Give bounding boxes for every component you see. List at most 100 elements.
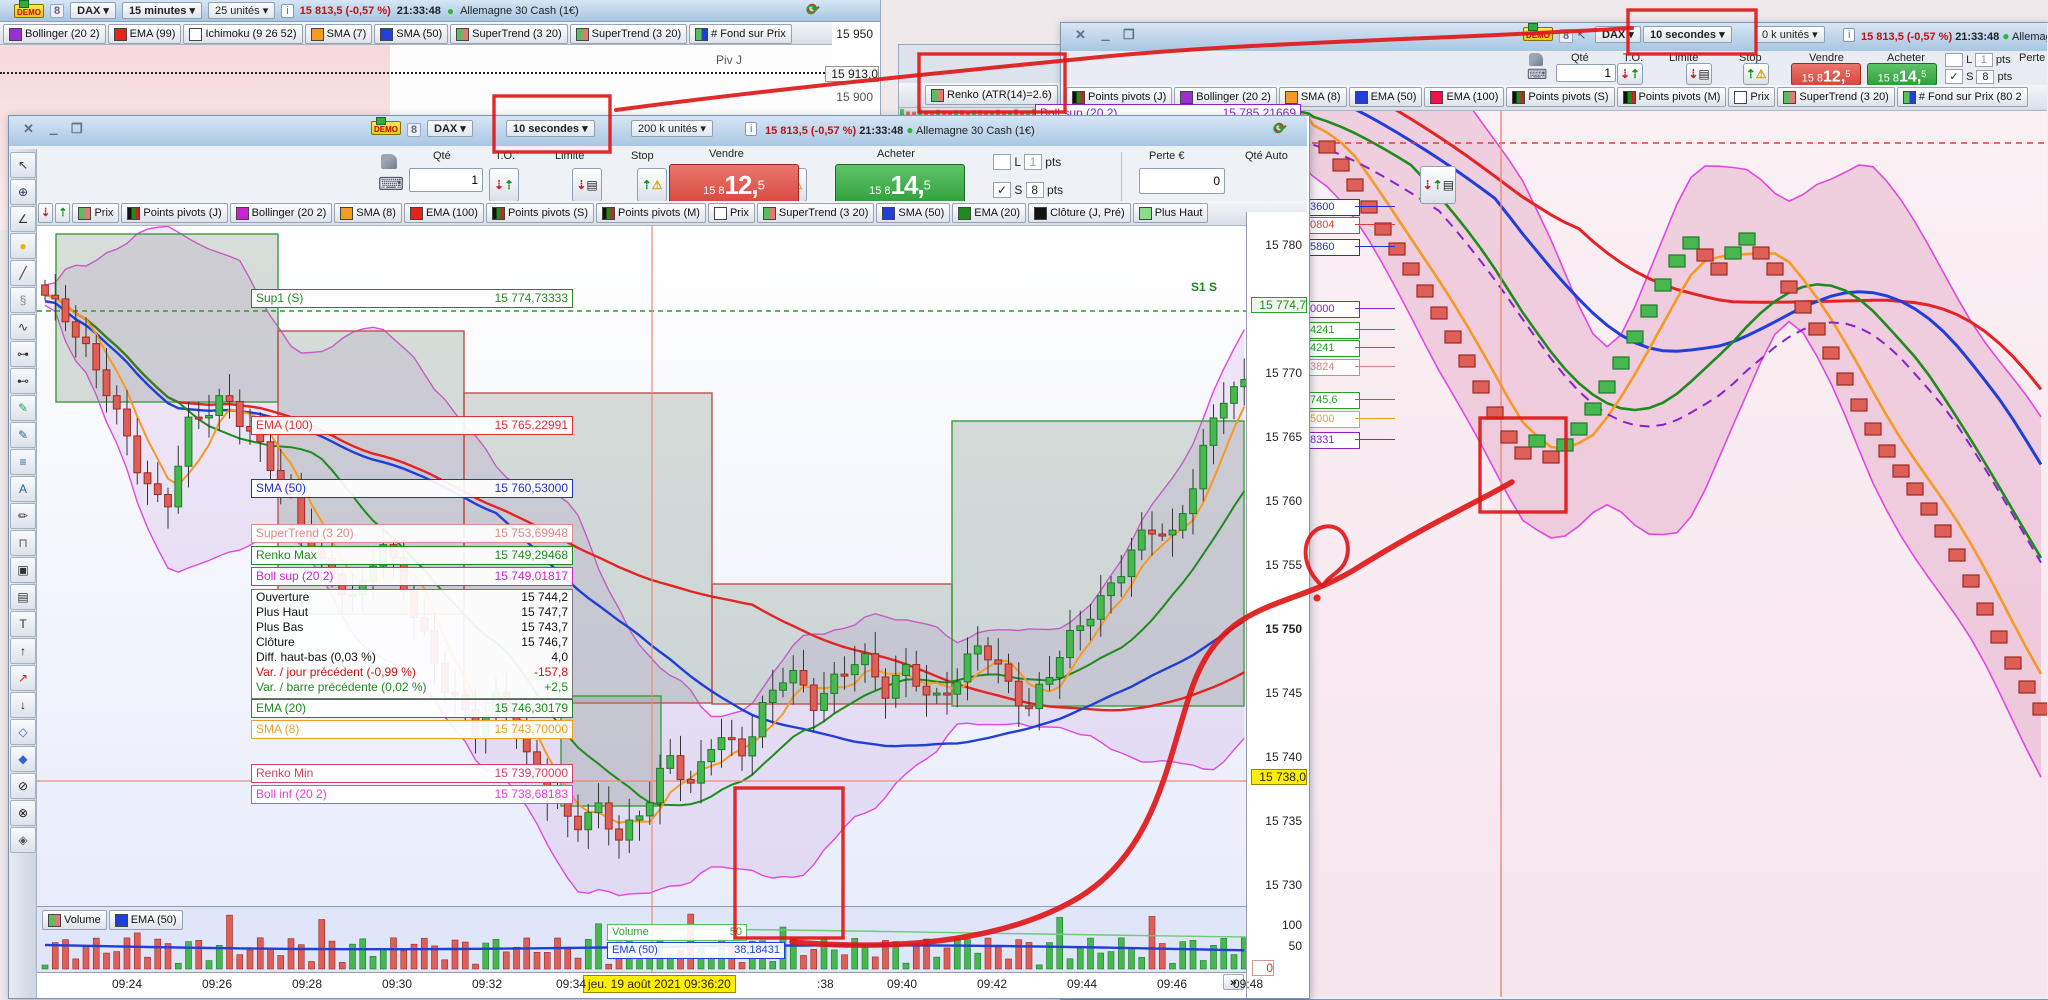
indicator-button[interactable]: Bollinger (20 2) (229, 203, 333, 223)
link-icon[interactable]: 8 (407, 123, 422, 137)
timeframe-dropdown[interactable]: 10 secondes ▾ (506, 120, 595, 137)
indicator-button[interactable]: Points pivots (S) (1506, 87, 1615, 107)
close-icon[interactable]: ✕ (23, 121, 34, 136)
keyboard-icon[interactable]: ⌨ (1527, 66, 1548, 82)
units-dropdown[interactable]: 200 k unités ▾ (631, 120, 713, 137)
time-axis-more-button[interactable]: » (1223, 974, 1244, 990)
order-limit-buy-button[interactable]: ⇡ ⚠ (1743, 63, 1770, 85)
drawing-tool-17[interactable]: T (10, 611, 36, 637)
buy-button[interactable]: 15 814,5 (1867, 63, 1937, 86)
indicator-button[interactable]: Volume (42, 910, 107, 930)
order-limit-sell-button[interactable]: ⇣ ▤ (1686, 63, 1713, 85)
indicator-button[interactable]: EMA (50) (1348, 87, 1423, 107)
link-icon[interactable]: 8 (1559, 29, 1574, 43)
drawing-tool-16[interactable]: ▤ (10, 584, 36, 610)
drawing-tool-22[interactable]: ◆ (10, 746, 36, 772)
order-limit-sell-button[interactable]: ⇣ ▤ (572, 168, 603, 202)
indicator-button[interactable]: SMA (8) (334, 203, 402, 223)
indicator-button[interactable]: Clôture (J, Pré) (1028, 203, 1131, 223)
qty-auto-button[interactable]: ⇣ ⇡ ▤ (1420, 166, 1457, 204)
drawing-tool-14[interactable]: ⊓ (10, 530, 36, 556)
drawing-tool-11[interactable]: ≡ (10, 449, 36, 475)
scroll-up-button[interactable]: ⇡ (55, 203, 71, 223)
minimize-icon[interactable]: ﹘ (1099, 30, 1113, 45)
drawing-tool-21[interactable]: ◇ (10, 719, 36, 745)
indicator-button[interactable]: Bollinger (20 2) (3, 24, 106, 44)
limit-checkbox-row[interactable]: L 1 pts (993, 154, 1061, 170)
indicator-button[interactable]: Plus Haut (1132, 203, 1209, 223)
drawing-tool-25[interactable]: ◈ (10, 827, 36, 853)
indicator-button[interactable]: SuperTrend (3 20) (756, 203, 875, 223)
stop-checkbox-row[interactable]: ✓ S 8 pts (993, 182, 1063, 198)
drawing-tool-2[interactable]: ∠ (10, 206, 36, 232)
stop-checkbox-row[interactable]: ✓ S 8 pts (1945, 69, 2012, 84)
link-icon[interactable]: 8 (50, 3, 65, 18)
drawing-tool-18[interactable]: ↑ (10, 638, 36, 664)
drawing-tool-13[interactable]: ✏ (10, 503, 36, 529)
indicator-button[interactable]: EMA (100) (1424, 87, 1505, 107)
info-icon[interactable]: i (281, 3, 294, 18)
indicator-button-renko[interactable]: Renko (ATR(14)=2.6) (925, 85, 1058, 105)
drawing-tool-7[interactable]: ⊶ (10, 341, 36, 367)
indicator-button[interactable]: SMA (7) (304, 24, 373, 44)
drawing-tool-24[interactable]: ⊗ (10, 800, 36, 826)
drawing-tool-0[interactable]: ↖ (10, 152, 36, 178)
symbol-dropdown[interactable]: DAX ▾ (427, 120, 473, 137)
drawing-tool-15[interactable]: ▣ (10, 557, 36, 583)
indicator-button[interactable]: SMA (50) (374, 24, 449, 44)
scroll-down-button[interactable]: ⇣ (38, 203, 54, 223)
drawing-tool-23[interactable]: ⊘ (10, 773, 36, 799)
indicator-button[interactable]: EMA (100) (403, 203, 484, 223)
indicator-button[interactable]: Prix (72, 203, 120, 223)
drawing-tool-9[interactable]: ✎ (10, 395, 36, 421)
indicator-button[interactable]: Points pivots (J) (121, 203, 228, 223)
buy-button[interactable]: 15 814,5 (835, 164, 965, 206)
indicator-button[interactable]: Points pivots (S) (485, 203, 595, 223)
indicator-button[interactable]: EMA (50) (108, 910, 183, 930)
drawing-tool-12[interactable]: A (10, 476, 36, 502)
drawing-tool-19[interactable]: ↗ (10, 665, 36, 691)
indicator-button[interactable]: Prix (1728, 87, 1776, 107)
indicator-button[interactable]: Ichimoku (9 26 52) (183, 24, 303, 44)
units-dropdown[interactable]: 25 unités ▾ (207, 2, 276, 19)
qty-input[interactable] (1556, 64, 1616, 82)
info-icon[interactable]: i (745, 122, 758, 136)
close-icon[interactable]: ✕ (1075, 27, 1086, 42)
units-dropdown[interactable]: 0 k unités ▾ (1755, 26, 1825, 43)
maximize-icon[interactable]: ❒ (71, 121, 83, 136)
indicator-button[interactable]: EMA (20) (952, 203, 1027, 223)
drawing-tool-10[interactable]: ✎ (10, 422, 36, 448)
cursor-icon[interactable]: ↖ (1577, 30, 1587, 42)
order-limit-buy-button[interactable]: ⇡ ⚠ (637, 168, 668, 202)
minimize-icon[interactable]: ﹘ (47, 124, 61, 139)
drawing-tool-6[interactable]: ∿ (10, 314, 36, 340)
qty-input[interactable] (409, 168, 483, 192)
limit-checkbox-row[interactable]: L 1 pts (1945, 53, 2011, 67)
drawing-tool-20[interactable]: ↓ (10, 692, 36, 718)
indicator-button[interactable]: # Fond sur Prix (689, 24, 792, 44)
indicator-button[interactable]: SuperTrend (3 20) (450, 24, 568, 44)
indicator-button[interactable]: SMA (50) (876, 203, 951, 223)
sell-button[interactable]: 15 812,5 (1791, 63, 1861, 86)
order-to-button[interactable]: ⇣ ⇡ (489, 168, 519, 202)
indicator-button[interactable]: Prix (707, 203, 755, 223)
drawing-tool-4[interactable]: ╱ (10, 260, 36, 286)
maximize-icon[interactable]: ❒ (1123, 27, 1135, 42)
sell-button[interactable]: 15 812,5 (669, 164, 799, 206)
drawing-tool-8[interactable]: ⊷ (10, 368, 36, 394)
order-to-button[interactable]: ⇣ ⇡ (1617, 63, 1643, 85)
info-icon[interactable]: i (1843, 28, 1856, 42)
drawing-tool-5[interactable]: § (10, 287, 36, 313)
drawing-tool-3[interactable]: ● (10, 233, 36, 259)
indicator-button[interactable]: SuperTrend (3 20) (1777, 87, 1895, 107)
loss-input[interactable] (1139, 168, 1225, 194)
indicator-button[interactable]: # Fond sur Prix (80 2 (1896, 87, 2028, 107)
indicator-button[interactable]: Points pivots (M) (1616, 87, 1727, 107)
drawing-tool-1[interactable]: ⊕ (10, 179, 36, 205)
timeframe-dropdown[interactable]: 10 secondes ▾ (1643, 26, 1732, 43)
wrench-icon[interactable] (1529, 53, 1543, 66)
timeframe-dropdown[interactable]: 15 minutes ▾ (121, 2, 202, 19)
indicator-button[interactable]: Points pivots (M) (596, 203, 706, 223)
wrench-icon[interactable] (381, 154, 397, 169)
indicator-button[interactable]: EMA (99) (107, 24, 182, 44)
